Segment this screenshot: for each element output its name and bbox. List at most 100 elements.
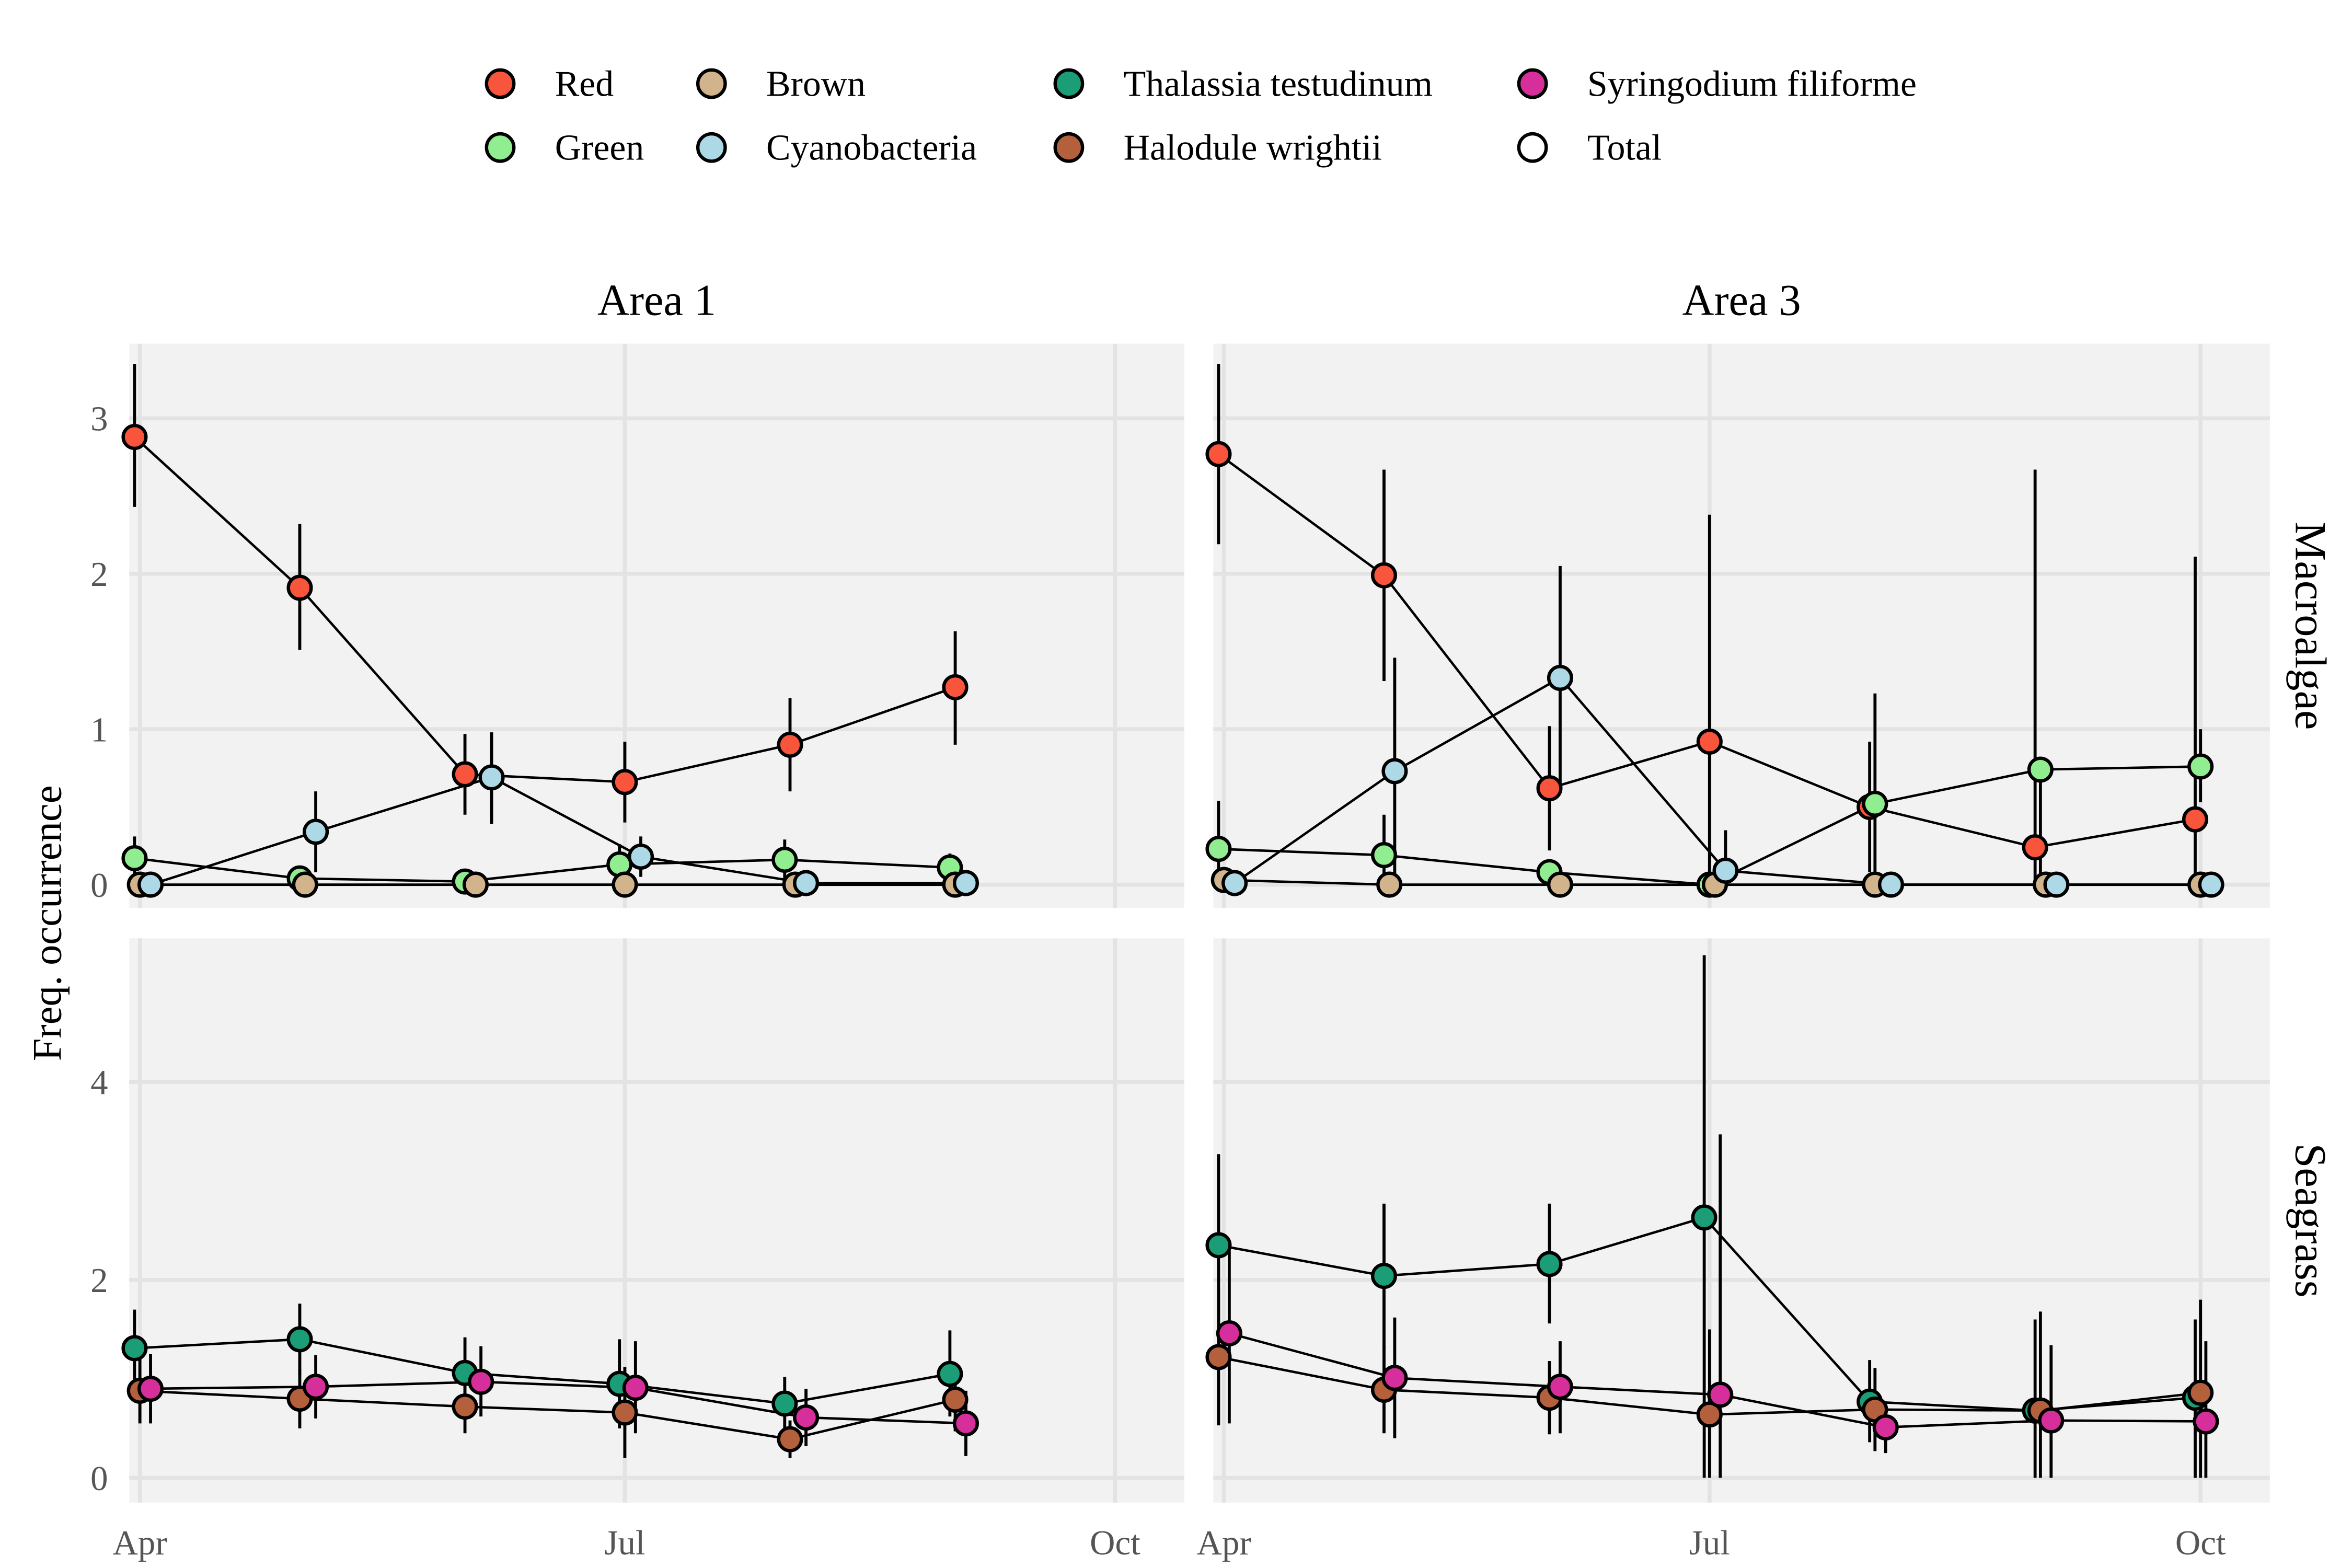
- data-point: [771, 1390, 798, 1417]
- x-tick-label: Oct: [1090, 1524, 1140, 1562]
- panel: Apr Jul Oct: [1197, 938, 2270, 1562]
- data-point: [952, 870, 979, 896]
- data-point: [777, 731, 803, 758]
- legend-label: Syringodium filiforme: [1587, 64, 1917, 104]
- legend-item: Brown: [696, 64, 866, 104]
- legend-marker: [696, 68, 727, 99]
- data-point: [942, 1386, 969, 1413]
- y-tick-label: 0: [90, 866, 108, 905]
- y-tick-label: 1: [90, 710, 108, 749]
- series-line: [133, 436, 956, 783]
- data-point: [612, 1399, 638, 1426]
- data-point: [2022, 834, 2048, 861]
- data-point: [622, 1375, 649, 1401]
- data-point: [137, 871, 164, 898]
- data-point: [121, 1335, 148, 1362]
- legend: Red Brown Thalassia testudinum Syringodium …: [485, 64, 1917, 168]
- panel-background: [1213, 343, 2270, 908]
- data-point: [952, 1410, 979, 1437]
- data-point: [793, 870, 820, 896]
- x-tick-label: Oct: [2175, 1524, 2226, 1562]
- data-point: [1547, 1374, 1573, 1400]
- series-line: [150, 776, 966, 886]
- data-point: [292, 871, 318, 898]
- x-tick-label: Jul: [604, 1524, 645, 1562]
- data-point: [1381, 758, 1408, 785]
- panel-background: [1213, 938, 2270, 1503]
- data-point: [452, 761, 478, 788]
- data-point: [1696, 728, 1723, 755]
- data-point: [937, 1361, 963, 1387]
- data-point: [468, 1368, 494, 1395]
- legend-item: Halodule wrightii: [1053, 128, 1382, 168]
- data-point: [1877, 871, 1905, 898]
- data-point: [121, 424, 148, 451]
- data-point: [2043, 871, 2070, 898]
- data-point: [462, 871, 489, 898]
- legend-item: Cyanobacteria: [696, 128, 977, 168]
- data-point: [777, 1426, 803, 1452]
- y-tick-label: 0: [90, 1459, 108, 1498]
- legend-item: Syringodium filiforme: [1517, 64, 1917, 104]
- series-line: [150, 1380, 966, 1425]
- data-point: [1712, 857, 1739, 884]
- data-point: [1707, 1381, 1734, 1408]
- data-point: [1547, 664, 1573, 691]
- legend-item: Green: [485, 128, 644, 168]
- data-point: [1862, 790, 1888, 817]
- x-tick-label: Jul: [1689, 1524, 1730, 1562]
- data-point: [452, 1393, 478, 1420]
- data-point: [612, 769, 638, 795]
- data-point: [2182, 806, 2208, 833]
- data-point: [478, 764, 505, 791]
- data-point: [771, 846, 798, 873]
- panel: [1205, 343, 2270, 908]
- data-point: [2038, 1407, 2065, 1434]
- data-point: [612, 871, 638, 898]
- data-point: [793, 1404, 820, 1431]
- legend-label: Cyanobacteria: [766, 128, 977, 168]
- x-tick-label: Apr: [1197, 1524, 1251, 1562]
- data-point: [628, 843, 654, 870]
- legend-marker: [1517, 68, 1548, 99]
- data-point: [286, 1326, 313, 1353]
- data-point: [1205, 441, 1232, 467]
- data-point: [1205, 836, 1232, 862]
- series-line: [134, 857, 950, 883]
- data-point: [303, 1374, 329, 1400]
- data-point: [1872, 1414, 1899, 1440]
- data-point: [1691, 1204, 1717, 1231]
- legend-marker: [485, 68, 516, 99]
- data-point: [2193, 1408, 2219, 1435]
- y-tick-label: 2: [90, 555, 108, 594]
- data-point: [1370, 1263, 1398, 1289]
- legend-label: Green: [555, 128, 644, 168]
- legend-label: Brown: [766, 64, 866, 104]
- legend-label: Thalassia testudinum: [1124, 64, 1433, 104]
- legend-marker: [696, 132, 727, 163]
- legend-label: Red: [555, 64, 614, 104]
- data-point: [121, 845, 148, 872]
- data-point: [1536, 775, 1563, 802]
- legend-marker: [1517, 132, 1548, 163]
- data-point: [2198, 871, 2224, 898]
- facet-row-title: Macroalgae: [2286, 522, 2334, 730]
- y-axis-label: Freq. occurrence: [24, 785, 70, 1061]
- data-point: [2027, 756, 2054, 783]
- legend-marker: [1053, 68, 1085, 99]
- legend-marker: [1053, 132, 1085, 163]
- data-point: [1547, 871, 1573, 898]
- legend-label: Halodule wrightii: [1124, 128, 1382, 168]
- data-point: [137, 1376, 164, 1402]
- data-point: [2187, 753, 2214, 780]
- legend-item: Red: [485, 64, 614, 104]
- facet-title: Area 1: [597, 276, 716, 325]
- series-line: [134, 1338, 950, 1405]
- panel: 0 2 4 Apr Jul Oct: [90, 938, 1184, 1562]
- y-tick-label: 2: [90, 1261, 108, 1300]
- data-point: [1205, 1232, 1232, 1259]
- legend-item: Total: [1517, 128, 1662, 168]
- data-point: [1696, 1401, 1723, 1428]
- data-point: [1221, 870, 1248, 896]
